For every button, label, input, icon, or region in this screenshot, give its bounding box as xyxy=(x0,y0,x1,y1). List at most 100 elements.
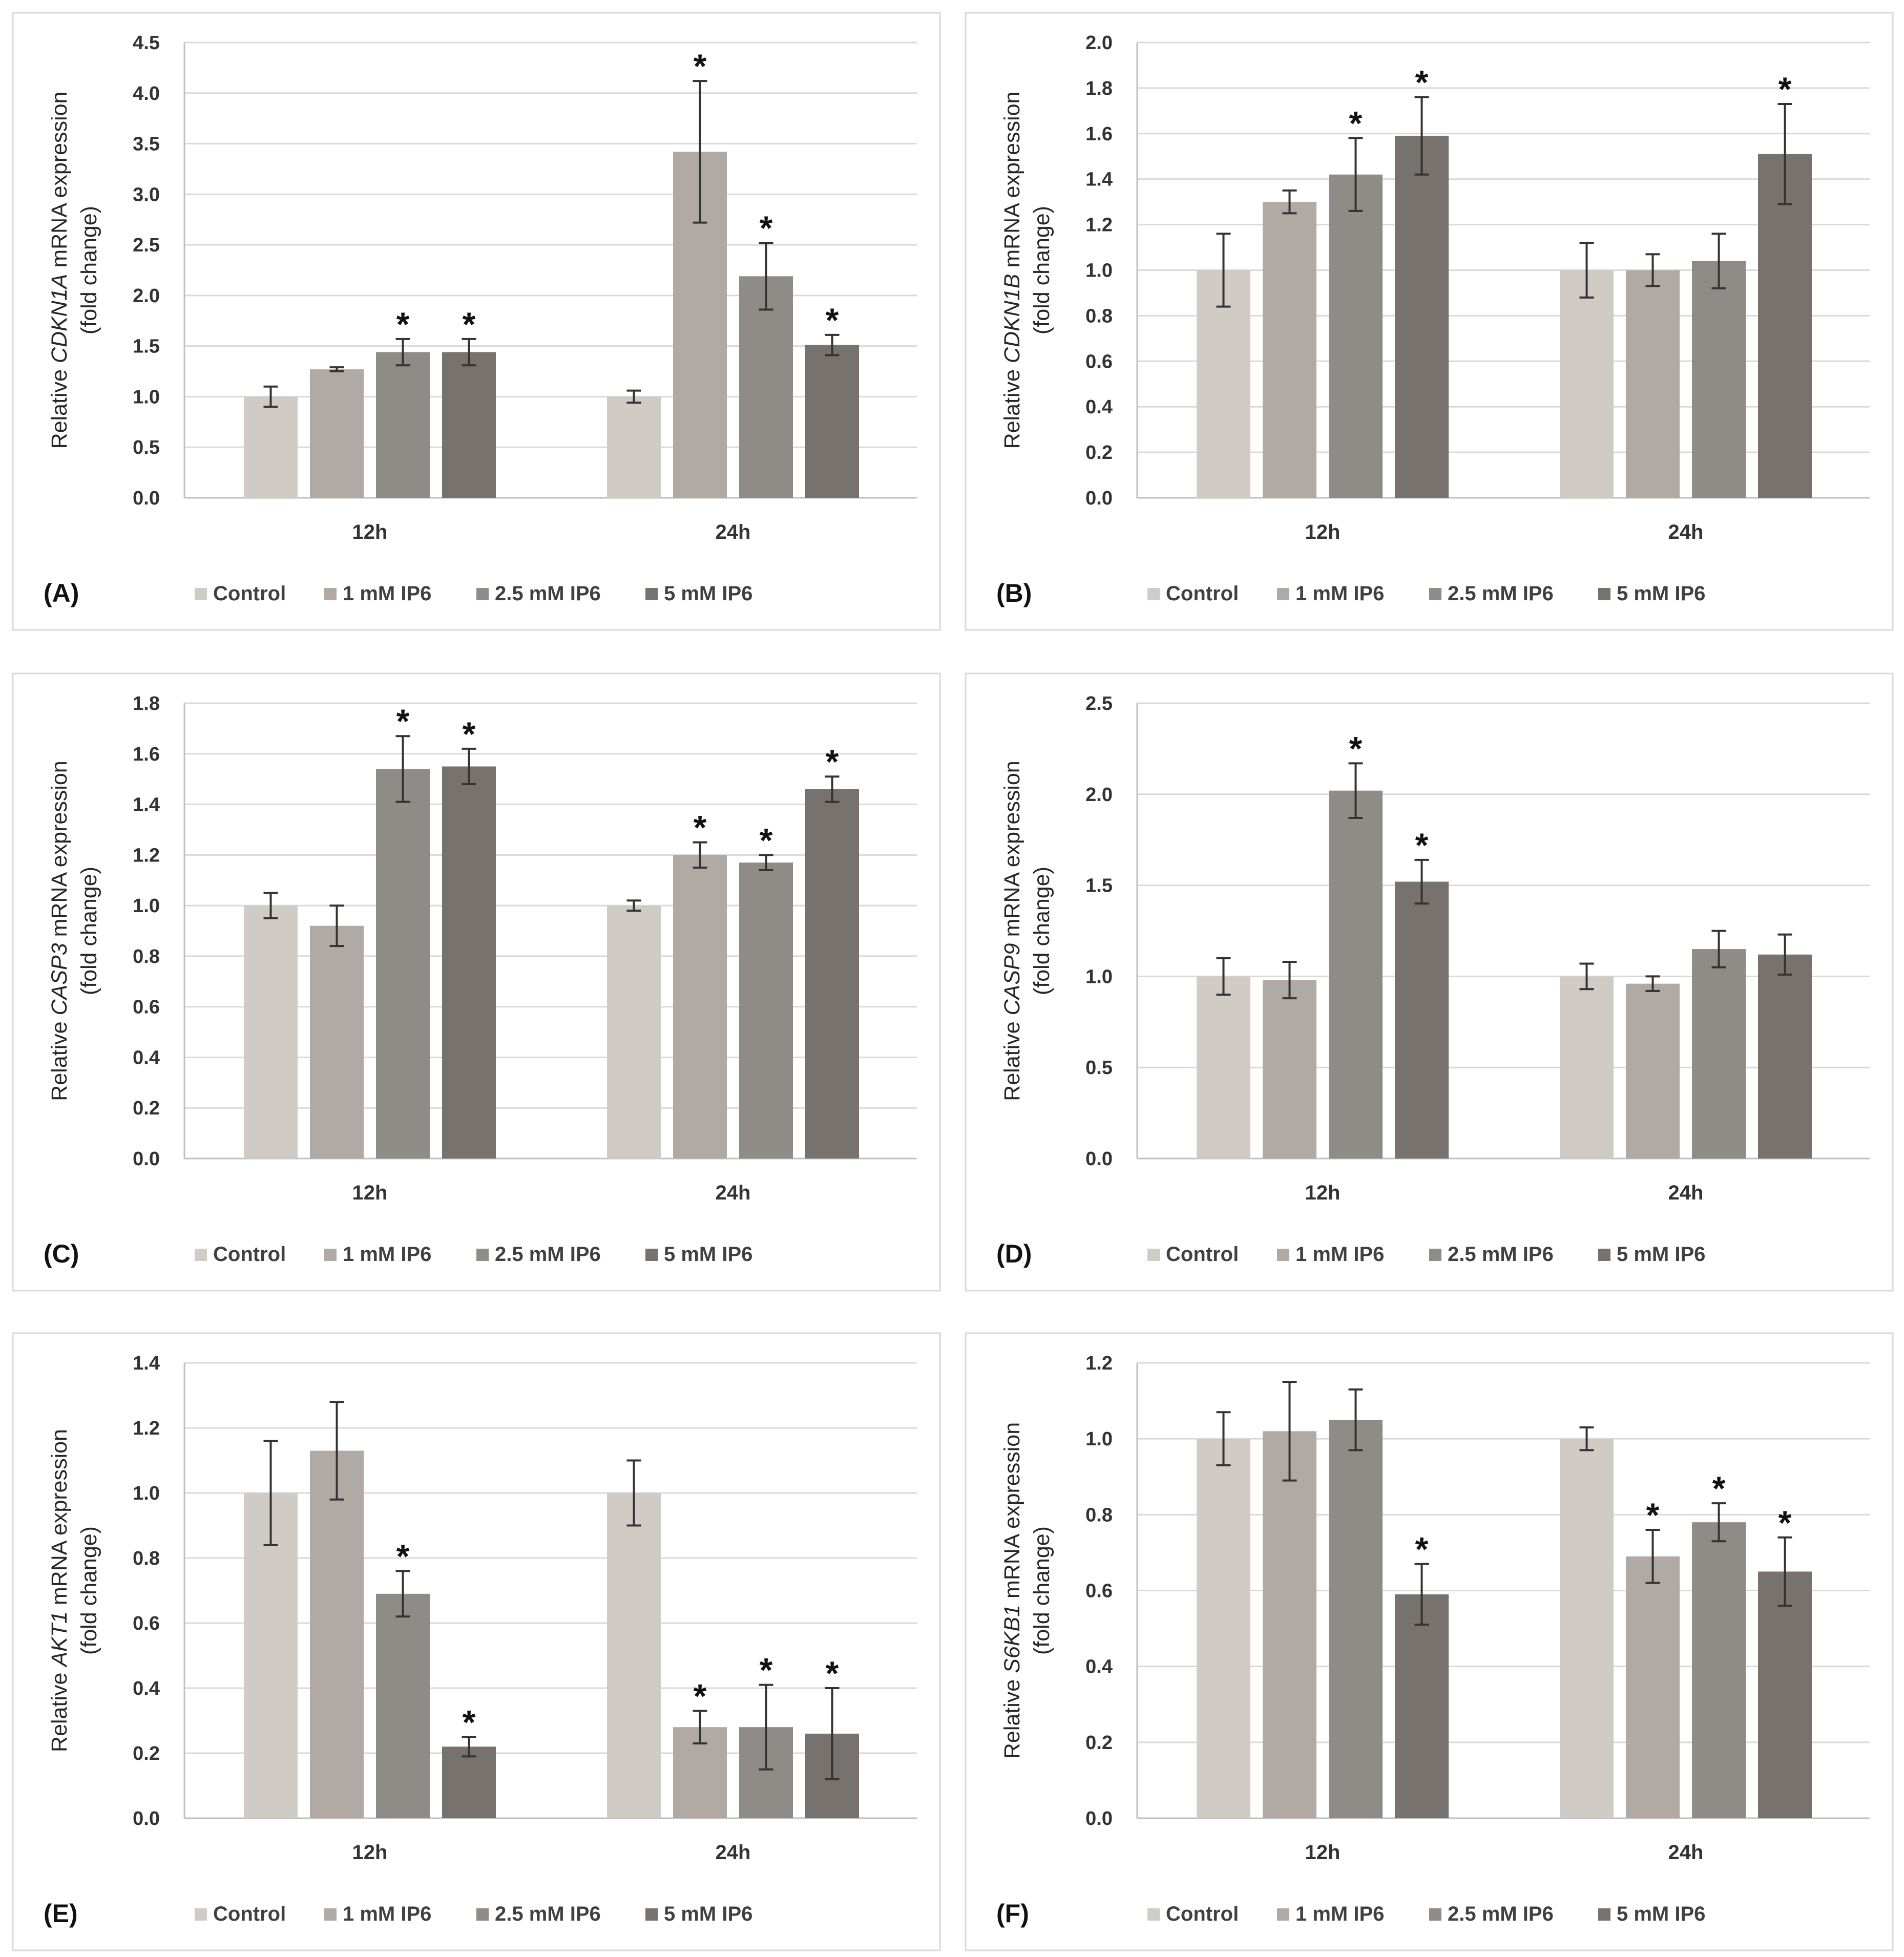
legend-swatch xyxy=(324,588,337,600)
y-tick-label: 1.8 xyxy=(133,693,160,714)
y-tick-label: 0.6 xyxy=(1085,1581,1113,1602)
y-tick-label: 3.5 xyxy=(133,134,160,155)
significance-star: * xyxy=(463,305,476,343)
y-tick-label: 2.0 xyxy=(1085,784,1113,806)
legend-label: Control xyxy=(213,582,286,605)
legend-label: 2.5 mM IP6 xyxy=(1448,582,1554,605)
bar-cdkn1b-12h-s3 xyxy=(1395,136,1449,498)
y-tick-label: 1.2 xyxy=(1085,1353,1113,1374)
legend-label: 2.5 mM IP6 xyxy=(1448,1903,1554,1925)
significance-star: * xyxy=(1415,826,1429,864)
legend-swatch xyxy=(195,588,207,600)
bar-casp3-12h-s0 xyxy=(244,906,298,1159)
y-tick-label: 1.0 xyxy=(1085,260,1113,282)
y-axis-title: Relative CASP3 mRNA expression (fold chan… xyxy=(47,761,101,1101)
bar-casp3-12h-s1 xyxy=(310,925,364,1159)
bar-casp3-24h-s1 xyxy=(673,855,727,1159)
legend: Control 1 mM IP6 2.5 mM IP6 5 mM IP6 xyxy=(195,1903,752,1925)
y-tick-label: 0.2 xyxy=(1085,442,1113,464)
legend-swatch xyxy=(1598,1249,1610,1261)
significance-star: * xyxy=(760,209,773,247)
bar-akt1-12h-s2 xyxy=(376,1593,430,1818)
legend-swatch xyxy=(1598,588,1610,600)
legend-label: Control xyxy=(1166,1903,1239,1925)
bar-casp9-24h-s2 xyxy=(1692,949,1746,1159)
legend: Control 1 mM IP6 2.5 mM IP6 5 mM IP6 xyxy=(1147,1903,1705,1925)
legend-swatch xyxy=(324,1249,337,1261)
legend-swatch xyxy=(195,1908,207,1921)
legend-label: 2.5 mM IP6 xyxy=(495,582,601,605)
bar-casp3-12h-s3 xyxy=(442,766,496,1159)
significance-star: * xyxy=(760,821,773,859)
bar-casp3-24h-s3 xyxy=(805,789,859,1159)
y-tick-label: 0.8 xyxy=(1085,305,1113,327)
y-tick-label: 1.0 xyxy=(1085,966,1113,987)
y-tick-label: 0.2 xyxy=(133,1098,160,1119)
significance-star: * xyxy=(396,1537,410,1575)
y-tick-label: 0.4 xyxy=(133,1678,160,1699)
y-tick-label: 2.5 xyxy=(1085,693,1113,714)
y-tick-label: 0.5 xyxy=(133,437,160,458)
bar-s6kb1-24h-s3 xyxy=(1758,1571,1812,1818)
y-tick-label: 1.0 xyxy=(133,1483,160,1504)
y-tick-label: 0.6 xyxy=(133,1613,160,1634)
bar-cdkn1b-24h-s3 xyxy=(1758,154,1812,498)
significance-star: * xyxy=(1415,64,1429,101)
bar-cdkn1b-24h-s2 xyxy=(1692,261,1746,498)
legend-label: 1 mM IP6 xyxy=(343,582,431,605)
y-axis-title: Relative CDKN1B mRNA expression (fold cha… xyxy=(1000,92,1054,449)
legend-swatch xyxy=(645,1908,658,1921)
y-tick-label: 0.6 xyxy=(133,997,160,1018)
legend-label: 2.5 mM IP6 xyxy=(1448,1243,1554,1266)
significance-star: * xyxy=(1349,729,1363,767)
legend-label: 1 mM IP6 xyxy=(343,1243,431,1266)
legend-swatch xyxy=(476,1908,489,1921)
bar-akt1-12h-s1 xyxy=(310,1450,364,1818)
bar-akt1-12h-s0 xyxy=(244,1493,298,1818)
legend-swatch xyxy=(645,1249,658,1261)
y-tick-label: 0.4 xyxy=(1085,396,1113,418)
legend-label: Control xyxy=(1166,1243,1239,1266)
x-category-label: 24h xyxy=(716,521,751,543)
bar-casp9-12h-s1 xyxy=(1263,980,1316,1159)
y-tick-label: 2.0 xyxy=(1085,32,1113,54)
y-tick-label: 0.8 xyxy=(133,946,160,967)
bar-akt1-24h-s0 xyxy=(607,1493,661,1818)
panel-e: 0.0 0.2 0.4 0.6 0.8 1.0 1.2 1.4 * * * * * 12h 24h Relat… xyxy=(12,1332,941,1951)
legend: Control 1 mM IP6 2.5 mM IP6 5 mM IP6 xyxy=(1147,1243,1705,1266)
y-tick-label: 1.0 xyxy=(133,895,160,917)
y-tick-label: 1.0 xyxy=(1085,1428,1113,1450)
legend-label: 2.5 mM IP6 xyxy=(495,1243,601,1266)
bar-casp9-12h-s2 xyxy=(1329,790,1383,1159)
y-axis-title: Relative S6KB1 mRNA expression (fold chan… xyxy=(1000,1422,1054,1759)
bar-cdkn1b-12h-s0 xyxy=(1197,270,1250,498)
y-tick-label: 1.4 xyxy=(133,1353,160,1374)
legend-label: 1 mM IP6 xyxy=(1295,582,1384,605)
bar-cdkn1a-12h-s3 xyxy=(442,352,496,498)
y-tick-label: 4.0 xyxy=(133,83,160,104)
y-tick-label: 0.0 xyxy=(133,1148,160,1170)
panel-frame xyxy=(12,12,941,631)
bar-casp9-24h-s0 xyxy=(1560,976,1614,1159)
x-category-label: 12h xyxy=(352,1841,388,1864)
bar-s6kb1-24h-s1 xyxy=(1626,1556,1680,1818)
bar-cdkn1a-24h-s2 xyxy=(739,276,793,498)
legend-swatch xyxy=(1429,1249,1441,1261)
legend: Control 1 mM IP6 2.5 mM IP6 5 mM IP6 xyxy=(195,1243,752,1266)
y-tick-label: 0.0 xyxy=(133,1808,160,1829)
y-tick-label: 1.2 xyxy=(133,845,160,866)
bar-cdkn1b-12h-s1 xyxy=(1263,202,1316,498)
significance-star: * xyxy=(694,809,707,847)
y-tick-label: 3.0 xyxy=(133,184,160,205)
x-category-label: 12h xyxy=(1305,521,1341,543)
y-tick-label: 0.2 xyxy=(133,1743,160,1764)
y-tick-label: 0.4 xyxy=(133,1047,160,1068)
legend-label: 1 mM IP6 xyxy=(343,1903,431,1925)
bar-s6kb1-12h-s3 xyxy=(1395,1594,1449,1818)
panel-label: (A) xyxy=(44,579,79,607)
y-tick-label: 4.5 xyxy=(133,32,160,54)
y-tick-label: 0.5 xyxy=(1085,1057,1113,1079)
bar-cdkn1a-12h-s1 xyxy=(310,369,364,498)
y-tick-label: 0.0 xyxy=(1085,1148,1113,1170)
